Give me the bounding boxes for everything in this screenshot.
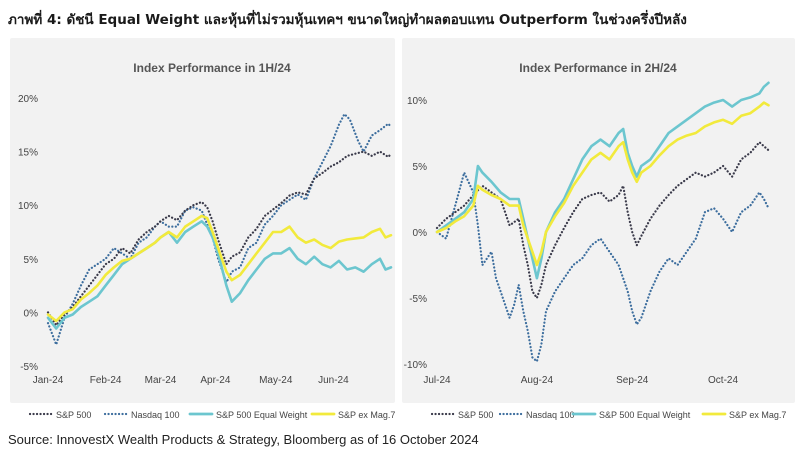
legend-label: S&P 500: [56, 410, 91, 420]
y-tick-label: 0%: [24, 308, 39, 319]
chart-1: Index Performance in 1H/24 -5% 0% 5% 10% 15% 2…: [10, 38, 395, 420]
series-line-equal-weight: [435, 81, 770, 280]
y-tick-label: 0%: [413, 228, 428, 239]
series-line-sp500: [435, 141, 770, 300]
legend-label: S&P ex Mag.7: [338, 410, 395, 420]
y-tick-label: 5%: [24, 255, 39, 266]
x-tick-label: Apr-24: [200, 375, 230, 386]
x-tick-label: Sep-24: [616, 375, 649, 386]
y-tick-label: 10%: [407, 96, 427, 107]
y-tick-label: -10%: [404, 360, 427, 371]
chart-title: Index Performance in 1H/24: [133, 61, 291, 75]
chart-legend: S&P 500 Nasdaq 100 S&P 500 Equal Weight S&P…: [28, 410, 395, 420]
legend-label: S&P ex Mag.7: [729, 410, 786, 420]
y-tick-label: 20%: [18, 94, 38, 105]
y-tick-label: -5%: [409, 294, 427, 305]
series-line-nasdaq: [435, 171, 770, 363]
x-tick-label: Jan-24: [33, 375, 64, 386]
x-tick-label: Jun-24: [318, 375, 349, 386]
x-tick-label: Jul-24: [423, 375, 451, 386]
y-tick-label: -5%: [20, 362, 38, 373]
chart-2: Index Performance in 2H/24 -10% -5% 0% 5% 10%…: [402, 38, 795, 420]
legend-label: S&P 500: [458, 410, 493, 420]
x-tick-label: Oct-24: [708, 375, 738, 386]
series-line-sp500: [46, 150, 393, 327]
x-tick-label: May-24: [259, 375, 293, 386]
legend-label: S&P 500 Equal Weight: [216, 410, 308, 420]
source-note: Source: InnovestX Wealth Products & Stra…: [8, 432, 479, 447]
page-title: ภาพที่ 4: ดัชนี Equal Weight และหุ้นที่ไ…: [8, 12, 687, 28]
series-line-ex-mag7: [46, 214, 393, 323]
chart-title: Index Performance in 2H/24: [519, 61, 677, 75]
y-tick-label: 10%: [18, 201, 38, 212]
legend-label: Nasdaq 100: [131, 410, 180, 420]
y-tick-label: 5%: [413, 162, 428, 173]
series-line-ex-mag7: [435, 101, 770, 267]
x-tick-label: Feb-24: [90, 375, 122, 386]
chart-panel-background: [402, 38, 795, 403]
chart-legend: S&P 500 Nasdaq 100 S&P 500 Equal Weight S&P…: [430, 410, 786, 420]
series-line-equal-weight: [46, 220, 393, 330]
y-tick-label: 15%: [18, 148, 38, 159]
legend-label: Nasdaq 100: [526, 410, 575, 420]
x-tick-label: Aug-24: [521, 375, 554, 386]
legend-label: S&P 500 Equal Weight: [599, 410, 691, 420]
x-tick-label: Mar-24: [145, 375, 177, 386]
